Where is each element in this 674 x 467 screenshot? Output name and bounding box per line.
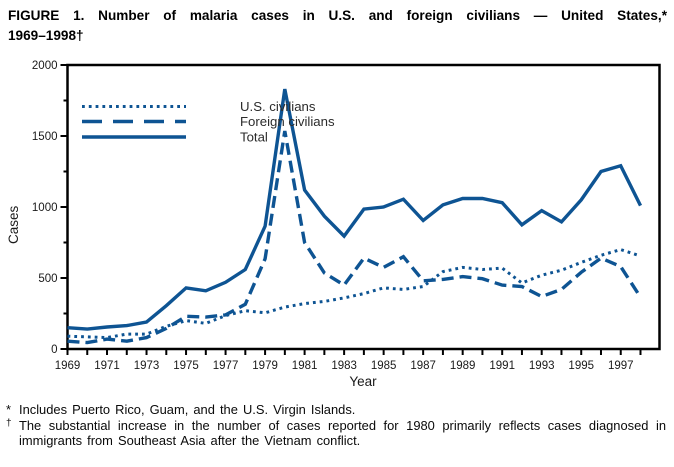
malaria-line-chart: 0 500 1000 1500 2000 1969 1971 1973 1975 1977 1979… bbox=[32, 60, 661, 372]
footnote-asterisk: * Includes Puerto Rico, Guam, and the U.… bbox=[6, 402, 666, 418]
footnote-dagger: † The substantial increase in the number… bbox=[6, 418, 666, 449]
x-tick-label: 1995 bbox=[568, 360, 594, 372]
x-tick-label: 1975 bbox=[173, 360, 199, 372]
x-tick-label: 1991 bbox=[489, 360, 515, 372]
series-line-foreign-civilians bbox=[67, 130, 642, 345]
legend-label: Foreign civilians bbox=[240, 114, 335, 129]
x-tick-label: 1983 bbox=[331, 360, 357, 372]
footnotes: * Includes Puerto Rico, Guam, and the U.… bbox=[6, 402, 666, 449]
x-tick-label: 1987 bbox=[410, 360, 436, 372]
y-tick-label: 1000 bbox=[32, 202, 58, 214]
y-tick-label: 500 bbox=[38, 273, 57, 285]
x-tick-label: 1997 bbox=[608, 360, 634, 372]
x-tick-label: 1989 bbox=[450, 360, 476, 372]
x-tick-label: 1993 bbox=[529, 360, 555, 372]
legend-label: U.S. civilians bbox=[240, 99, 316, 114]
plot-frame bbox=[66, 63, 661, 351]
x-tick-label: 1985 bbox=[371, 360, 397, 372]
y-tick-label: 1500 bbox=[32, 131, 58, 143]
x-tick-label: 1977 bbox=[213, 360, 239, 372]
figure-title-line2: 1969–1998† bbox=[8, 28, 84, 43]
series-line-u-s-civilians bbox=[67, 248, 641, 340]
legend-label: Total bbox=[240, 130, 268, 145]
figure-title: FIGURE 1. Number of malaria cases in U.S… bbox=[8, 6, 667, 46]
x-tick-label: 1973 bbox=[134, 360, 160, 372]
figure-title-line1: FIGURE 1. Number of malaria cases in U.S… bbox=[8, 8, 667, 23]
y-tick-label: 0 bbox=[51, 344, 57, 356]
footnote-dagger-marker: † bbox=[6, 417, 12, 429]
x-axis-label: Year bbox=[349, 374, 377, 389]
footnote-asterisk-marker: * bbox=[6, 402, 12, 417]
x-tick-label: 1971 bbox=[94, 360, 120, 372]
footnote-asterisk-text: Includes Puerto Rico, Guam, and the U.S.… bbox=[19, 402, 356, 417]
y-tick-label: 2000 bbox=[32, 60, 58, 72]
series-line-total bbox=[67, 88, 643, 331]
x-tick-label: 1979 bbox=[252, 360, 278, 372]
footnote-dagger-text: The substantial increase in the number o… bbox=[19, 417, 666, 449]
x-tick-label: 1969 bbox=[55, 360, 81, 372]
x-tick-label: 1981 bbox=[292, 360, 318, 372]
y-axis-label: Cases bbox=[6, 205, 21, 244]
